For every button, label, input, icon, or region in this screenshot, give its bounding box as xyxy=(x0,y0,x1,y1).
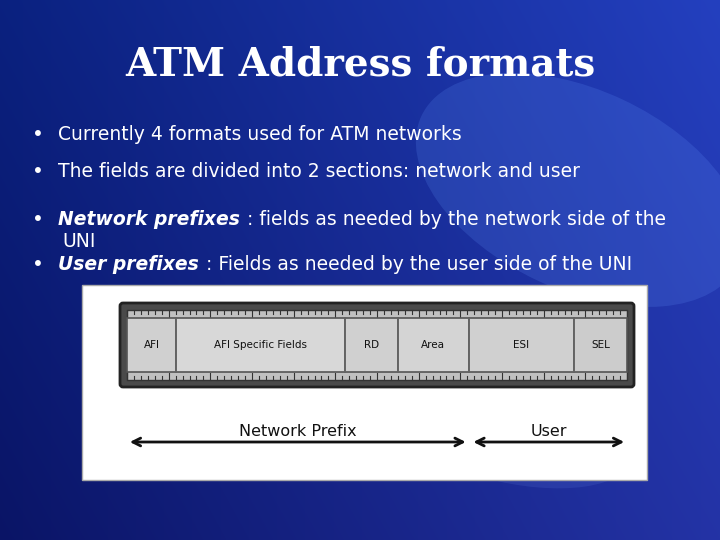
Text: AFI Specific Fields: AFI Specific Fields xyxy=(215,340,307,350)
Text: Currently 4 formats used for ATM networks: Currently 4 formats used for ATM network… xyxy=(58,125,462,144)
Text: User prefixes: User prefixes xyxy=(58,255,199,274)
Bar xyxy=(398,318,469,372)
Text: UNI: UNI xyxy=(62,232,95,251)
Text: SEL: SEL xyxy=(591,340,610,350)
Text: •: • xyxy=(32,162,44,181)
Text: Network Prefix: Network Prefix xyxy=(239,424,356,439)
Bar xyxy=(346,318,398,372)
Text: Area: Area xyxy=(421,340,446,350)
Text: •: • xyxy=(32,125,44,144)
Ellipse shape xyxy=(364,352,636,488)
Text: Network prefixes: Network prefixes xyxy=(58,210,240,229)
Bar xyxy=(127,318,176,372)
Text: AFI: AFI xyxy=(144,340,160,350)
Ellipse shape xyxy=(416,73,720,307)
Text: : Fields as needed by the user side of the UNI: : Fields as needed by the user side of t… xyxy=(199,255,632,274)
Text: User: User xyxy=(531,424,567,439)
Text: ESI: ESI xyxy=(513,340,529,350)
Text: The fields are divided into 2 sections: network and user: The fields are divided into 2 sections: … xyxy=(58,162,580,181)
Text: ATM Address formats: ATM Address formats xyxy=(125,45,595,83)
Bar xyxy=(469,318,574,372)
Text: •: • xyxy=(32,210,44,229)
Bar xyxy=(176,318,346,372)
Text: RD: RD xyxy=(364,340,379,350)
FancyBboxPatch shape xyxy=(120,303,634,387)
Text: •: • xyxy=(32,255,44,274)
Bar xyxy=(82,285,647,480)
Text: : fields as needed by the network side of the: : fields as needed by the network side o… xyxy=(241,210,666,229)
Bar xyxy=(574,318,627,372)
Bar xyxy=(127,310,627,380)
